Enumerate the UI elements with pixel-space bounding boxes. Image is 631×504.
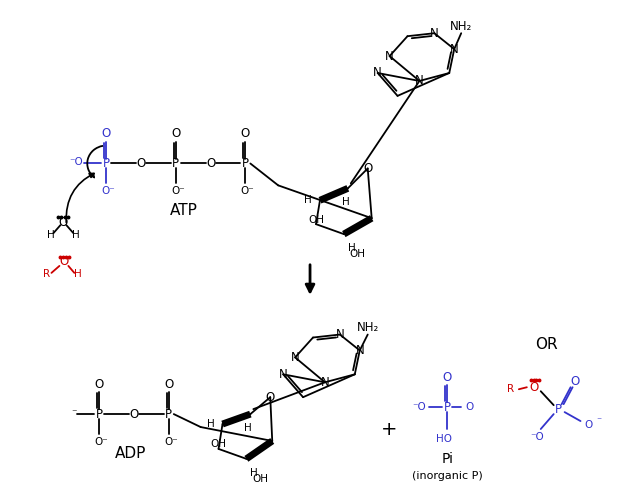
Text: P: P [242, 157, 249, 170]
Text: N: N [385, 49, 394, 62]
Text: N: N [374, 67, 382, 80]
Text: O: O [171, 127, 180, 140]
Text: O⁻: O⁻ [94, 437, 108, 447]
Text: N: N [355, 344, 364, 357]
Text: N: N [450, 43, 459, 55]
Text: OH: OH [308, 215, 324, 225]
Text: OR: OR [536, 337, 558, 352]
Text: ⁻: ⁻ [596, 416, 601, 426]
Text: N: N [279, 368, 288, 381]
Text: O: O [59, 216, 68, 229]
Text: OH: OH [211, 439, 227, 449]
Text: O: O [95, 378, 104, 391]
Text: O: O [241, 127, 250, 140]
Text: OH: OH [252, 474, 268, 484]
Text: H: H [348, 243, 356, 253]
Text: O⁻: O⁻ [164, 437, 178, 447]
Text: O: O [164, 378, 174, 391]
Text: ⁻O: ⁻O [69, 157, 83, 167]
Text: R: R [43, 269, 50, 279]
Text: N: N [415, 75, 424, 88]
Text: ⁻O: ⁻O [413, 402, 427, 412]
Text: ⁻O: ⁻O [530, 432, 544, 442]
Text: O: O [266, 391, 275, 404]
Text: (inorganic P): (inorganic P) [412, 471, 483, 481]
Text: O: O [363, 162, 372, 175]
Text: P: P [172, 157, 179, 170]
Text: N: N [321, 376, 329, 389]
Text: H: H [74, 269, 82, 279]
Text: O: O [584, 420, 593, 430]
Text: NH₂: NH₂ [450, 20, 473, 33]
Text: OH: OH [350, 249, 366, 259]
Text: O⁻: O⁻ [101, 186, 115, 197]
Text: N: N [430, 27, 439, 40]
Text: R: R [507, 384, 514, 394]
Text: P: P [444, 401, 451, 414]
Text: ⁻: ⁻ [71, 408, 77, 418]
Text: +: + [381, 419, 398, 438]
Text: H: H [47, 230, 54, 240]
Text: ATP: ATP [170, 203, 198, 218]
Text: O: O [442, 371, 452, 384]
Text: H: H [251, 468, 258, 478]
Text: O: O [465, 402, 473, 412]
Text: ADP: ADP [115, 447, 147, 461]
Text: H: H [207, 419, 215, 429]
Text: O: O [206, 157, 215, 170]
Text: N: N [291, 351, 300, 364]
Text: O: O [102, 127, 111, 140]
Text: O: O [60, 256, 69, 269]
Text: H: H [244, 423, 252, 433]
Text: P: P [165, 408, 172, 421]
Text: H: H [73, 230, 80, 240]
Text: P: P [103, 157, 110, 170]
Text: H: H [342, 197, 350, 207]
Text: N: N [336, 328, 345, 341]
Text: P: P [555, 403, 562, 416]
Text: H: H [304, 195, 312, 205]
Text: O: O [529, 381, 538, 394]
Text: O⁻: O⁻ [171, 186, 185, 197]
Text: O⁻: O⁻ [240, 186, 254, 197]
Text: Pi: Pi [441, 452, 453, 466]
Text: O: O [136, 157, 146, 170]
Text: O: O [570, 375, 579, 388]
Text: O: O [129, 408, 139, 421]
Text: NH₂: NH₂ [357, 321, 379, 334]
Text: P: P [96, 408, 103, 421]
Text: HO: HO [436, 434, 452, 444]
